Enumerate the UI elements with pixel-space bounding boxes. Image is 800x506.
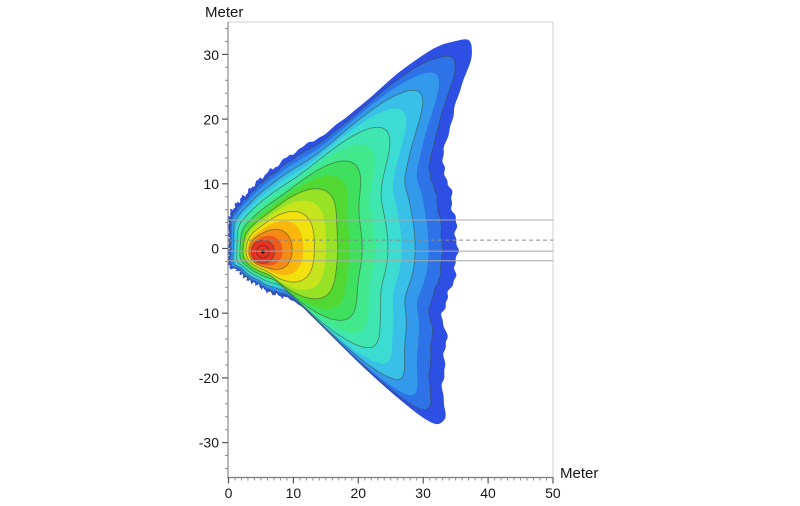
y-tick-label-30: 30 <box>203 47 219 63</box>
x-tick-label-40: 40 <box>480 485 496 501</box>
y-tick-label-20: 20 <box>203 111 219 127</box>
x-tick-label-10: 10 <box>286 485 302 501</box>
x-tick-label-20: 20 <box>351 485 367 501</box>
core-contour-ring <box>256 245 270 259</box>
x-tick-label-0: 0 <box>225 485 233 501</box>
contour-bands <box>228 39 472 425</box>
y-tick-label-0: 0 <box>211 241 219 257</box>
x-tick-label-50: 50 <box>545 485 561 501</box>
axes-and-ticks <box>222 22 554 484</box>
x-axis-title: Meter <box>560 465 598 482</box>
y-axis-title: Meter <box>205 4 243 21</box>
tick-labels: 0 10 20 30 40 50 30 20 10 0 -10 -20 -30 … <box>199 4 599 501</box>
y-tick-label-m30: -30 <box>199 435 219 451</box>
source-point-dot <box>261 249 265 254</box>
reference-lines <box>228 219 553 262</box>
y-tick-label-m20: -20 <box>199 370 219 386</box>
y-tick-label-10: 10 <box>203 176 219 192</box>
plot-frame <box>228 21 554 478</box>
y-tick-label-m10: -10 <box>199 305 219 321</box>
x-tick-label-30: 30 <box>415 485 431 501</box>
